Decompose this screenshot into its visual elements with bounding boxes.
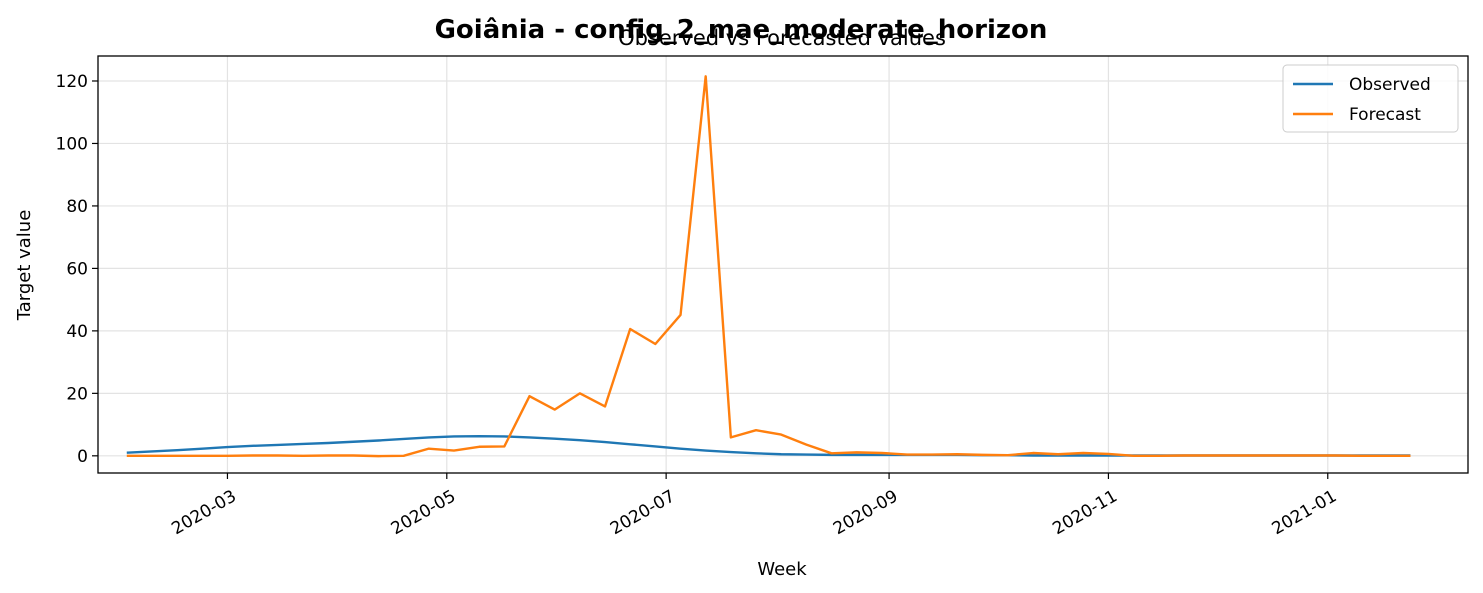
legend: Observed Forecast <box>1282 64 1459 133</box>
grid <box>98 56 1468 473</box>
axes-title: Observed vs Forecasted values <box>618 26 946 50</box>
y-tick-label: 100 <box>56 134 88 154</box>
x-tick-label: 2021-01 <box>1269 486 1341 539</box>
y-tick-label: 120 <box>56 72 88 92</box>
y-axis-label: Target value <box>14 210 35 322</box>
series-line-forecast <box>126 75 1411 458</box>
x-tick-label: 2020-09 <box>830 486 902 539</box>
legend-box <box>1282 64 1459 133</box>
legend-label-forecast: Forecast <box>1349 105 1421 125</box>
y-tick-label: 20 <box>66 384 88 404</box>
series-line-observed <box>126 434 1411 457</box>
x-tick-label: 2020-03 <box>168 486 240 539</box>
x-tick-label: 2020-05 <box>388 486 460 539</box>
x-axis-label: Week <box>757 559 807 580</box>
legend-label-observed: Observed <box>1349 75 1431 95</box>
x-tick-label: 2020-11 <box>1049 486 1121 539</box>
y-tick-label: 0 <box>77 447 88 467</box>
y-tick-label: 80 <box>66 197 88 217</box>
y-tick-label: 60 <box>66 259 88 279</box>
series-lines <box>126 75 1411 458</box>
suptitle: Goiânia - config_2_mae_moderate_horizon <box>435 15 1048 45</box>
axes <box>97 55 1469 474</box>
plot-frame <box>97 55 1469 474</box>
x-tick-label: 2020-07 <box>607 486 679 539</box>
y-tick-label: 40 <box>66 322 88 342</box>
